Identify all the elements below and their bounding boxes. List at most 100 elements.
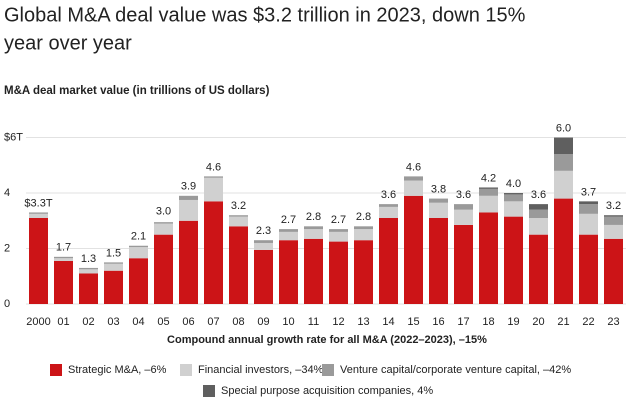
x-tick-label: 22 (582, 316, 594, 328)
bar-segment (479, 187, 498, 189)
bar-segment (404, 180, 423, 196)
bar-segment (579, 201, 598, 205)
bar-segment (79, 273, 98, 304)
bar-segment (29, 212, 48, 214)
x-tick-label: 17 (457, 316, 469, 328)
y-tick-label: 4 (4, 187, 10, 199)
bar-segment (529, 204, 548, 210)
bar-segment (529, 209, 548, 218)
x-tick-label: 14 (382, 316, 394, 328)
bar-segment (154, 222, 173, 224)
bar-total-label: 1.3 (81, 253, 96, 265)
bar-segment (329, 229, 348, 232)
bar-segment (329, 241, 348, 304)
bar-total-label: 2.7 (331, 214, 346, 226)
x-tick-label: 20 (532, 316, 544, 328)
bar-segment (179, 220, 198, 304)
bar-segment (504, 201, 523, 217)
bar-total-label: 2.8 (306, 211, 321, 223)
bar-segment (404, 195, 423, 304)
bar-segment (104, 262, 123, 264)
bar-segment (129, 258, 148, 304)
x-tick-label: 01 (57, 316, 69, 328)
legend-swatch (322, 364, 334, 376)
bar-total-label: 3.6 (531, 189, 546, 201)
bar-segment (229, 226, 248, 304)
bar-segment (529, 234, 548, 304)
bar-segment (604, 238, 623, 304)
bar-segment (454, 204, 473, 210)
x-tick-label: 09 (257, 316, 269, 328)
bar-total-label: 3.2 (231, 200, 246, 212)
legend-label: Venture capital/corporate venture capita… (340, 364, 571, 376)
bar-total-label: 1.7 (56, 242, 71, 254)
chart-title: Global M&A deal value was $3.2 trillion … (4, 4, 526, 26)
x-tick-label: 2000 (26, 316, 50, 328)
bar-total-label: 3.9 (181, 181, 196, 193)
legend-label: Special purpose acquisition companies, 4… (221, 385, 433, 397)
bar-segment (479, 195, 498, 213)
bar-segment (604, 215, 623, 217)
bar-segment (429, 218, 448, 304)
bar-segment (104, 263, 123, 271)
bar-segment (254, 242, 273, 250)
legend-label: Strategic M&A, –6% (68, 364, 167, 376)
legend-label: Financial investors, –34% (198, 364, 324, 376)
bar-total-label: 3.6 (456, 189, 471, 201)
bar-segment (579, 234, 598, 304)
bar-total-label: 3.0 (156, 206, 171, 218)
bar-total-label: 2.7 (281, 214, 296, 226)
bar-segment (554, 198, 573, 304)
bar-total-label: 4.0 (506, 178, 521, 190)
bar-segment (179, 199, 198, 221)
bar-segment (254, 240, 273, 243)
bar-total-label: 1.5 (106, 247, 121, 259)
legend-swatch (203, 385, 215, 397)
bar-segment (379, 218, 398, 304)
x-tick-label: 03 (107, 316, 119, 328)
bar-total-label: 2.1 (131, 231, 146, 243)
bar-segment (204, 177, 223, 202)
bar-segment (554, 137, 573, 155)
bar-segment (79, 267, 98, 270)
bar-segment (154, 223, 173, 235)
x-tick-label: 12 (332, 316, 344, 328)
bar-segment (429, 198, 448, 203)
bar-segment (254, 249, 273, 304)
bar-segment (329, 231, 348, 242)
bar-segment (429, 202, 448, 218)
bar-total-label: 2.3 (256, 225, 271, 237)
bar-segment (404, 176, 423, 181)
bar-segment (304, 229, 323, 239)
bar-segment (354, 240, 373, 304)
x-tick-label: 21 (557, 316, 569, 328)
bar-segment (504, 216, 523, 304)
x-tick-label: 05 (157, 316, 169, 328)
bar-segment (579, 213, 598, 235)
bar-segment (179, 195, 198, 200)
bar-segment (279, 231, 298, 241)
bar-total-label: 3.6 (381, 189, 396, 201)
bar-total-label: 4.2 (481, 172, 496, 184)
x-tick-label: 07 (207, 316, 219, 328)
x-tick-label: 10 (282, 316, 294, 328)
bar-total-label: 3.8 (431, 183, 446, 195)
chart-subtitle: M&A deal market value (in trillions of U… (4, 85, 270, 97)
legend-swatch (180, 364, 192, 376)
bar-total-label: 4.6 (406, 161, 421, 173)
bar-segment (204, 176, 223, 178)
bar-segment (204, 201, 223, 304)
x-tick-label: 19 (507, 316, 519, 328)
bar-segment (129, 247, 148, 259)
x-tick-label: 18 (482, 316, 494, 328)
x-tick-label: 11 (308, 316, 319, 328)
bar-segment (454, 224, 473, 304)
x-tick-label: 23 (607, 316, 619, 328)
bar-segment (579, 204, 598, 214)
x-tick-label: 02 (82, 316, 94, 328)
bar-segment (529, 218, 548, 235)
y-tick-label: 2 (4, 242, 10, 254)
bar-segment (229, 216, 248, 227)
x-tick-label: 16 (432, 316, 444, 328)
